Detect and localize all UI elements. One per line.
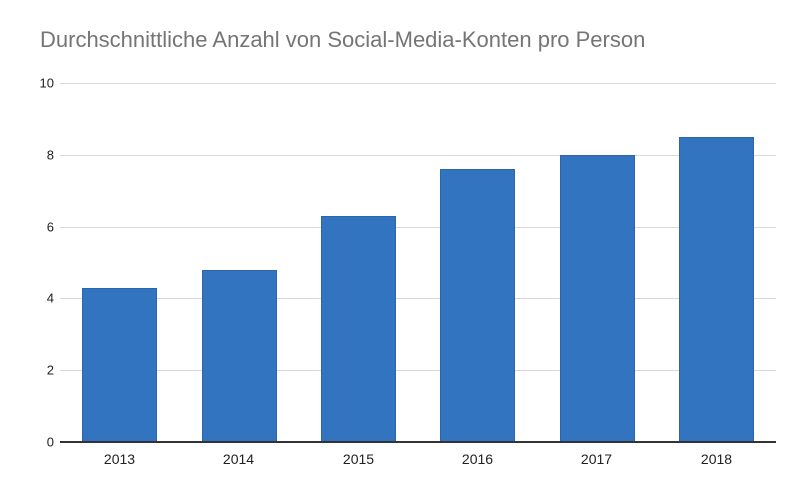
gridline-y-8 [60,155,776,156]
bar-2014 [202,270,277,442]
y-tick-label-0: 0 [46,434,54,450]
x-tick-label-2013: 2013 [103,451,136,467]
gridline-y-10 [60,83,776,84]
x-tick-label-2014: 2014 [222,451,255,467]
x-tick-label-2015: 2015 [342,451,375,467]
gridline-y-6 [60,227,776,228]
x-tick-label-2016: 2016 [461,451,494,467]
y-tick-label-10: 10 [39,75,54,91]
bar-2015 [321,216,396,442]
x-tick-label-2017: 2017 [580,451,613,467]
x-tick-label-2018: 2018 [700,451,733,467]
gridline-y-4 [60,298,776,299]
gridline-y-2 [60,370,776,371]
chart-title: Durchschnittliche Anzahl von Social-Medi… [40,27,646,52]
bar-2018 [679,137,754,442]
y-tick-label-2: 2 [46,362,54,378]
y-tick-label-4: 4 [46,290,54,306]
bar-2013 [82,288,157,442]
bar-2016 [440,169,515,442]
y-tick-label-6: 6 [46,219,54,235]
y-tick-label-8: 8 [46,147,54,163]
x-axis-line [60,441,776,443]
bar-2017 [560,155,635,442]
